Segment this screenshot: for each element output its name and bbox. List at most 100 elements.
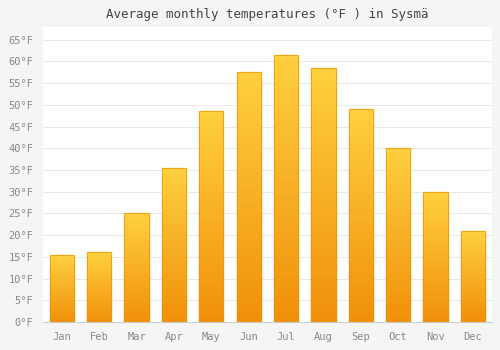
Bar [162,297,186,300]
Bar [162,310,186,313]
Bar [199,124,224,128]
Bar [236,167,261,172]
Bar [124,246,148,248]
Bar [124,276,148,279]
Bar [50,264,74,265]
Bar [236,162,261,167]
Bar [236,117,261,122]
Bar [461,306,485,307]
Bar [124,292,148,294]
Bar [386,259,410,263]
Bar [124,268,148,270]
Bar [274,231,298,237]
Bar [348,237,373,241]
Bar [124,226,148,229]
Bar [348,275,373,279]
Bar [199,314,224,318]
Bar [312,73,336,78]
Bar [386,245,410,249]
Bar [124,259,148,261]
Bar [87,279,112,280]
Bar [50,298,74,299]
Bar [274,311,298,317]
Bar [124,270,148,272]
Bar [162,180,186,183]
Bar [386,180,410,183]
Bar [50,319,74,321]
Bar [199,175,224,179]
Bar [348,164,373,169]
Bar [274,71,298,76]
Bar [424,314,448,317]
Bar [312,98,336,104]
Bar [87,319,112,321]
Bar [124,239,148,241]
Bar [87,314,112,315]
Bar [87,318,112,319]
Bar [236,317,261,322]
Bar [424,254,448,257]
Bar [162,168,186,322]
Bar [236,277,261,282]
Bar [87,275,112,276]
Bar [312,312,336,317]
Bar [162,189,186,193]
Bar [124,281,148,283]
Bar [461,231,485,233]
Bar [162,214,186,217]
Bar [87,283,112,285]
Bar [199,111,224,116]
Bar [348,309,373,314]
Bar [348,262,373,267]
Bar [236,257,261,262]
Bar [87,272,112,273]
Bar [312,108,336,114]
Bar [236,297,261,302]
Bar [124,220,148,222]
Bar [312,266,336,271]
Bar [424,215,448,218]
Bar [50,304,74,306]
Bar [87,269,112,271]
Bar [386,287,410,291]
Bar [50,290,74,291]
Bar [50,257,74,259]
Bar [348,122,373,126]
Bar [348,284,373,288]
Title: Average monthly temperatures (°F ) in Sysmä: Average monthly temperatures (°F ) in Sy… [106,8,428,21]
Bar [348,220,373,224]
Bar [162,217,186,220]
Bar [162,279,186,282]
Bar [50,255,74,256]
Bar [87,285,112,286]
Bar [274,274,298,279]
Bar [50,286,74,287]
Bar [348,241,373,245]
Bar [274,210,298,215]
Bar [386,291,410,294]
Bar [386,277,410,280]
Bar [50,270,74,271]
Bar [124,287,148,289]
Bar [199,293,224,297]
Bar [312,180,336,185]
Bar [461,293,485,295]
Bar [162,254,186,257]
Bar [50,296,74,298]
Bar [461,262,485,264]
Bar [274,119,298,124]
Bar [162,319,186,322]
Bar [236,267,261,272]
Bar [50,302,74,303]
Bar [50,311,74,313]
Bar [162,260,186,263]
Bar [424,267,448,270]
Bar [199,141,224,145]
Bar [424,233,448,236]
Bar [348,203,373,207]
Bar [386,162,410,166]
Bar [386,148,410,322]
Bar [87,291,112,293]
Bar [386,218,410,221]
Bar [348,267,373,271]
